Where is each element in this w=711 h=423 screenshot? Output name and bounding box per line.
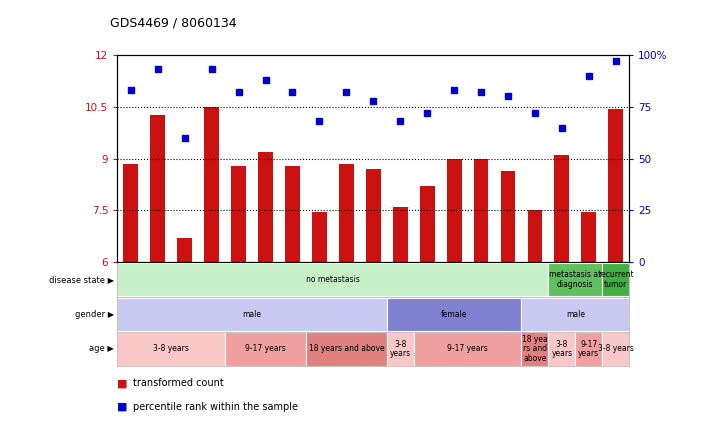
- Bar: [117, 332, 225, 365]
- Bar: [582, 212, 597, 262]
- Bar: [602, 332, 629, 365]
- Bar: [555, 155, 570, 262]
- Text: ■: ■: [117, 401, 128, 412]
- Text: 18 years and above: 18 years and above: [309, 344, 384, 354]
- Bar: [117, 263, 548, 296]
- Bar: [521, 332, 548, 365]
- Bar: [366, 169, 380, 262]
- Bar: [602, 263, 629, 296]
- Text: female: female: [441, 310, 467, 319]
- Bar: [609, 109, 623, 262]
- Bar: [387, 298, 521, 331]
- Text: gender ▶: gender ▶: [75, 310, 114, 319]
- Text: male: male: [566, 310, 585, 319]
- Text: 3-8 years: 3-8 years: [154, 344, 189, 354]
- Text: metastasis at
diagnosis: metastasis at diagnosis: [549, 270, 602, 289]
- Bar: [575, 332, 602, 365]
- Bar: [150, 115, 165, 262]
- Text: 9-17 years: 9-17 years: [245, 344, 286, 354]
- Bar: [447, 159, 461, 262]
- Bar: [528, 211, 542, 262]
- Bar: [414, 332, 521, 365]
- Text: recurrent
tumor: recurrent tumor: [598, 270, 634, 289]
- Bar: [285, 165, 300, 262]
- Text: 3-8
years: 3-8 years: [390, 340, 411, 358]
- Bar: [548, 263, 602, 296]
- Bar: [117, 298, 387, 331]
- Text: 3-8
years: 3-8 years: [551, 340, 572, 358]
- Bar: [306, 332, 387, 365]
- Bar: [392, 207, 407, 262]
- Bar: [501, 171, 515, 262]
- Bar: [474, 159, 488, 262]
- Bar: [419, 186, 434, 262]
- Bar: [225, 332, 306, 365]
- Text: disease state ▶: disease state ▶: [48, 275, 114, 284]
- Bar: [231, 165, 246, 262]
- Bar: [312, 212, 327, 262]
- Text: 9-17
years: 9-17 years: [578, 340, 599, 358]
- Bar: [521, 298, 629, 331]
- Text: percentile rank within the sample: percentile rank within the sample: [133, 401, 298, 412]
- Text: ■: ■: [117, 378, 128, 388]
- Text: 9-17 years: 9-17 years: [447, 344, 488, 354]
- Text: transformed count: transformed count: [133, 378, 224, 388]
- Bar: [177, 238, 192, 262]
- Bar: [258, 152, 273, 262]
- Bar: [548, 332, 575, 365]
- Text: age ▶: age ▶: [89, 344, 114, 354]
- Text: 18 yea
rs and
above: 18 yea rs and above: [522, 335, 547, 363]
- Text: 3-8 years: 3-8 years: [598, 344, 634, 354]
- Bar: [387, 332, 414, 365]
- Bar: [204, 107, 219, 262]
- Text: male: male: [242, 310, 262, 319]
- Text: no metastasis: no metastasis: [306, 275, 360, 284]
- Bar: [124, 164, 138, 262]
- Bar: [339, 164, 354, 262]
- Text: GDS4469 / 8060134: GDS4469 / 8060134: [110, 16, 237, 30]
